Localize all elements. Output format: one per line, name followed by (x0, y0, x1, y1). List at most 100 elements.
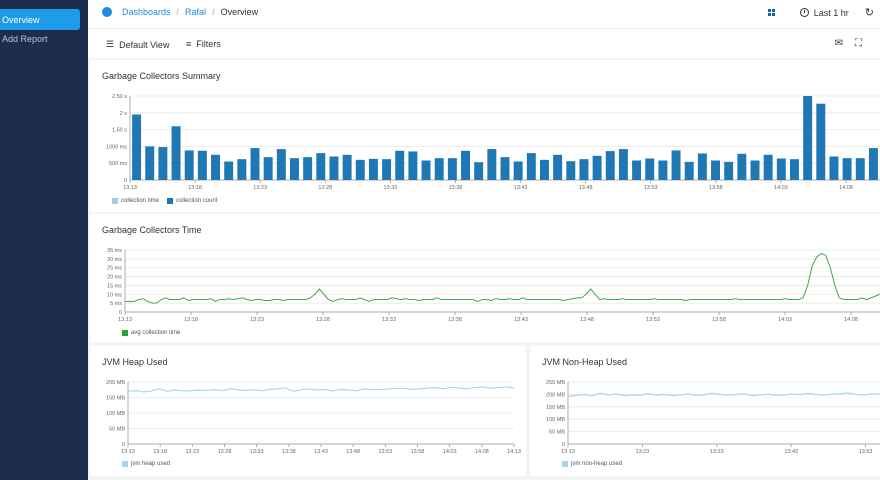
legend-label[interactable]: jvm non-heap used (571, 461, 623, 467)
y-tick-label: 2,50 s (112, 94, 127, 100)
bar (684, 161, 694, 180)
gc-time-chart: 0 5 ms 10 ms 15 ms 20 ms 25 ms 30 ms 35 ms 13:13… (107, 248, 880, 323)
bar (250, 148, 260, 180)
x-tick-label: 13:38 (449, 185, 463, 191)
sidebar-item-label: Add Report (2, 34, 48, 44)
bar (816, 103, 826, 180)
bar (658, 160, 668, 180)
x-tick-label: 13:28 (318, 185, 332, 191)
x-tick-label: 13:58 (411, 449, 425, 455)
bar (711, 160, 720, 180)
y-tick-label: 150 MB (546, 405, 565, 411)
bar (855, 158, 865, 180)
bar (382, 159, 392, 180)
x-tick-label: 13:13 (118, 317, 132, 323)
x-tick-label: 13:43 (314, 449, 328, 455)
bar (526, 153, 536, 180)
x-tick-label: 14:08 (839, 185, 853, 191)
panel-title: Garbage Collectors Summary (102, 71, 221, 81)
x-tick-label: 13:13 (561, 449, 575, 455)
legend-swatch (562, 461, 568, 467)
bar (461, 150, 470, 180)
time-range-selector[interactable]: Last 1 hr (813, 7, 849, 18)
breadcrumb-dashboards[interactable]: Dashboards (122, 7, 171, 17)
y-tick-label: 20 ms (107, 275, 122, 281)
legend-swatch (122, 461, 128, 467)
x-tick-label: 13:23 (253, 185, 267, 191)
bar (868, 148, 878, 180)
y-tick-label: 50 MB (109, 427, 125, 433)
bar (184, 150, 194, 180)
y-tick-label: 200 MB (546, 392, 565, 398)
bar (763, 154, 773, 180)
gc-summary-panel: Garbage Collectors Summary 0 500 ms 1000 m… (90, 60, 880, 212)
bar (513, 161, 523, 180)
bar (697, 153, 707, 180)
bar (671, 150, 681, 180)
filters-button[interactable]: ≡ Filters (186, 39, 221, 49)
bar (290, 158, 299, 180)
header: Dashboards / Rafal / Overview Last 1 hr … (88, 0, 880, 28)
bar (276, 149, 286, 180)
breadcrumb-rafal[interactable]: Rafal (185, 7, 207, 17)
y-tick-label: 25 ms (107, 266, 122, 272)
bar (645, 158, 655, 180)
bar (329, 156, 339, 180)
gc-summary-chart: 0 500 ms 1000 ms 1,50 s 2 s 2,50 s 13:13 13:18 1… (106, 94, 880, 191)
series-line (567, 392, 880, 397)
clock-icon[interactable] (799, 8, 809, 17)
bar (842, 158, 852, 180)
legend-label[interactable]: collection time (121, 198, 160, 204)
x-tick-label: 13:58 (712, 317, 726, 323)
filters-label: Filters (196, 39, 221, 49)
bar (342, 154, 352, 180)
bar (408, 151, 418, 180)
bar (237, 159, 247, 180)
fullscreen-icon[interactable]: ⛶ (855, 38, 862, 49)
heap-chart: 0 50 MB 100 MB 150 MB 200 MB 13:13 13:18 13:23 1… (106, 380, 521, 455)
breadcrumb-separator: / (212, 7, 215, 17)
bar (145, 146, 155, 180)
main-area: Dashboards / Rafal / Overview Last 1 hr … (88, 0, 880, 480)
x-tick-label: 13:53 (378, 449, 392, 455)
panel-title: JVM Heap Used (102, 357, 168, 367)
bar (487, 149, 497, 180)
x-tick-label: 13:18 (188, 185, 202, 191)
y-tick-label: 10 ms (107, 292, 122, 298)
bar (368, 158, 378, 180)
x-tick-label: 13:28 (218, 449, 232, 455)
bar (303, 157, 313, 180)
email-icon[interactable]: ✉ (834, 38, 843, 49)
x-tick-label: 13:53 (859, 449, 873, 455)
bar (790, 159, 799, 180)
breadcrumb-current: Overview (220, 7, 259, 17)
sidebar-item-label: Overview (2, 14, 40, 25)
toolbar-actions: ✉ ⛶ (835, 38, 862, 49)
y-tick-label: 1000 ms (106, 144, 127, 150)
x-tick-label: 13:18 (184, 317, 198, 323)
chart-legend: jvm heap used (122, 461, 170, 467)
bar (605, 151, 615, 180)
bar (197, 150, 207, 180)
filter-icon: ≡ (186, 39, 192, 49)
legend-label[interactable]: jvm heap used (131, 461, 171, 467)
series-line (127, 386, 515, 393)
bar (211, 154, 220, 180)
sidebar-item-add-report[interactable]: Add Report (0, 29, 80, 49)
bar (724, 161, 734, 180)
legend-label[interactable]: avg collection time (131, 330, 181, 336)
bar (158, 147, 168, 180)
refresh-icon[interactable]: ↻ (864, 7, 874, 19)
bar (474, 162, 484, 180)
legend-label[interactable]: collection count (176, 198, 218, 204)
app-logo-icon[interactable] (102, 7, 112, 17)
dashboard-grid-icon[interactable] (767, 8, 776, 17)
default-view-button[interactable]: ☰ Default View (106, 39, 169, 50)
sidebar-item-overview[interactable]: Overview (0, 9, 80, 30)
panel-title: Garbage Collectors Time (102, 225, 202, 235)
x-tick-label: 13:33 (250, 449, 264, 455)
bar (566, 161, 576, 180)
bar (632, 160, 642, 180)
bar (579, 159, 589, 180)
x-tick-label: 13:48 (580, 317, 594, 323)
